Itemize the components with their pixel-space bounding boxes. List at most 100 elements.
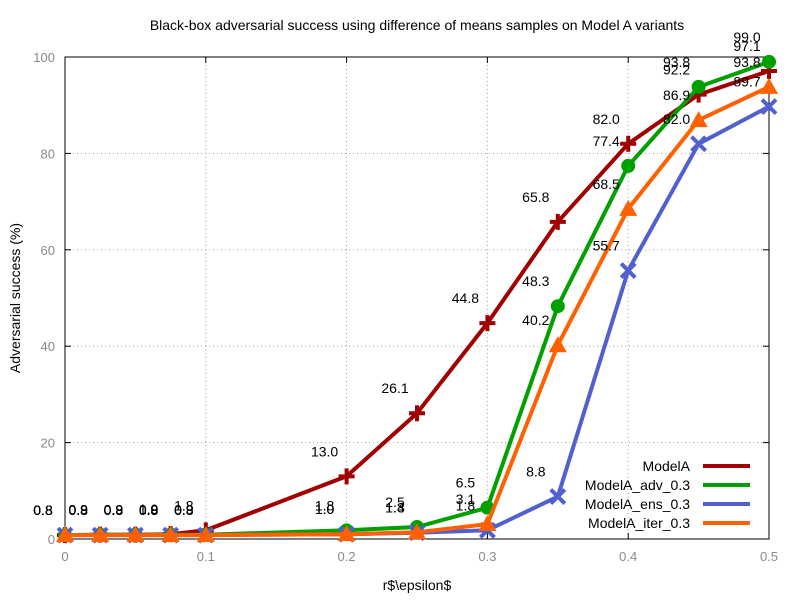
data-label: 99.0 (733, 29, 760, 45)
data-label: 1.4 (385, 499, 405, 515)
data-label: 82.0 (593, 111, 620, 127)
data-point (762, 54, 776, 69)
legend: ModelA ModelA_adv_0.3 ModelA_ens_0.3 ModelA… (585, 458, 750, 531)
data-point (126, 526, 145, 543)
data-label: 0.8 (174, 502, 194, 518)
x-tick-label: 0.1 (197, 549, 215, 564)
data-label: 0.9 (68, 502, 88, 518)
data-point (550, 299, 565, 314)
y-tick-label: 0 (48, 532, 55, 547)
legend-item: ModelA (643, 458, 750, 474)
y-tick-label: 60 (41, 243, 55, 258)
data-point (619, 262, 637, 279)
data-label: 0.8 (68, 502, 88, 518)
x-tick-label: 0.2 (338, 549, 356, 564)
data-label: 93.8 (733, 54, 760, 70)
legend-item: ModelA_adv_0.3 (585, 477, 750, 493)
legend-label: ModelA_ens_0.3 (585, 496, 690, 512)
data-label: 97.1 (733, 38, 760, 54)
data-label: 0.9 (139, 502, 159, 518)
data-label: 77.4 (593, 133, 620, 149)
data-label: 8.8 (526, 464, 546, 480)
legend-item: ModelA_iter_0.3 (588, 515, 750, 531)
data-point (408, 523, 426, 540)
data-label: 1.0 (315, 501, 335, 517)
series-modela-ens-0-3 (56, 98, 778, 544)
legend-label: ModelA_iter_0.3 (588, 515, 690, 531)
data-label: 92.2 (663, 62, 690, 78)
data-point (549, 213, 566, 230)
data-label: 0.8 (68, 502, 88, 518)
data-label: 0.8 (33, 502, 53, 518)
legend-label: ModelA (643, 458, 691, 474)
legend-label: ModelA_adv_0.3 (585, 477, 690, 493)
data-point (549, 488, 567, 505)
data-point (196, 526, 215, 543)
y-tick-label: 100 (33, 50, 55, 65)
data-label: 55.7 (593, 238, 620, 254)
legend-item: ModelA_ens_0.3 (585, 496, 750, 512)
data-label: 1.8 (315, 497, 335, 513)
data-label: 1.3 (385, 500, 405, 516)
chart-title: Black-box adversarial success using diff… (150, 17, 684, 33)
data-label: 44.8 (452, 290, 479, 306)
data-label: 2.5 (385, 494, 405, 510)
x-tick-label: 0.3 (478, 549, 496, 564)
data-point (338, 468, 355, 485)
y-axis-label: Adversarial success (%) (7, 223, 23, 373)
data-label: 3.1 (456, 491, 476, 507)
data-label: 1.8 (174, 497, 194, 513)
data-label: 0.8 (139, 502, 159, 518)
data-point (691, 79, 706, 94)
data-label: 0.8 (33, 502, 53, 518)
series-modela-iter-0-3 (56, 77, 778, 543)
data-point (689, 111, 708, 128)
data-point (478, 515, 497, 532)
data-point (548, 336, 567, 353)
x-tick-label: 0.4 (619, 549, 637, 564)
data-label: 40.2 (522, 312, 549, 328)
series-line (65, 85, 770, 538)
data-label: 1.8 (456, 497, 476, 513)
data-label: 1.0 (139, 501, 159, 517)
data-label: 6.5 (456, 475, 476, 491)
data-point (56, 526, 74, 543)
data-label: 68.5 (593, 176, 620, 192)
data-label: 13.0 (311, 443, 338, 459)
axes: 0 20 40 60 80 100 0 0.1 0.2 0.3 0.4 0.5 (33, 50, 778, 564)
data-label: 0.9 (68, 502, 88, 518)
series-layer (56, 54, 778, 544)
data-point (690, 135, 708, 153)
data-point (337, 525, 356, 542)
data-point (760, 98, 778, 116)
data-point (409, 405, 425, 422)
data-label: 0.8 (174, 502, 194, 518)
data-point (619, 199, 638, 216)
data-label: 86.9 (663, 87, 690, 103)
data-label: 0.8 (139, 502, 159, 518)
data-point (91, 526, 110, 543)
data-point (620, 135, 637, 152)
data-label: 0.8 (33, 502, 53, 518)
data-label: 82.0 (663, 111, 690, 127)
data-label: 89.7 (733, 74, 760, 90)
x-tick-label: 0.5 (760, 549, 778, 564)
data-point (621, 158, 636, 173)
data-point (479, 315, 496, 332)
data-point (161, 526, 180, 543)
data-label: 0.8 (104, 502, 124, 518)
data-label: 1.0 (315, 501, 335, 517)
data-point (760, 77, 778, 94)
data-label: 0.9 (104, 502, 124, 518)
data-labels: 0.8 0.9 0.9 1.0 1.813.026.144.865.882.092.29… (33, 29, 761, 518)
data-label: 0.8 (33, 502, 53, 518)
data-label: 65.8 (522, 189, 549, 205)
y-tick-label: 80 (41, 146, 55, 161)
data-label: 93.8 (663, 54, 690, 70)
x-tick-label: 0 (61, 549, 68, 564)
y-tick-label: 40 (41, 339, 55, 354)
y-tick-label: 20 (41, 436, 55, 451)
data-label: 48.3 (522, 273, 549, 289)
data-label: 26.1 (381, 380, 408, 396)
